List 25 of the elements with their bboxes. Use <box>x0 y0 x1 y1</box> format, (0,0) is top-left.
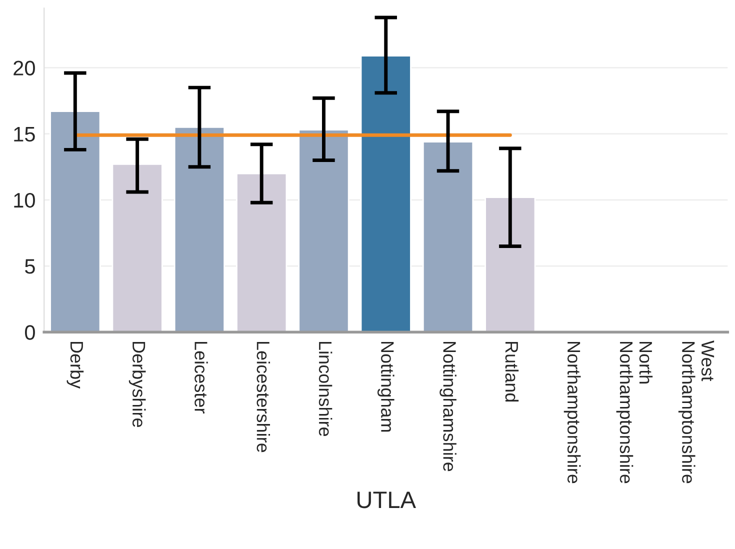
y-tick-label: 5 <box>25 259 35 274</box>
x-tick-label: West Northamptonshire <box>678 340 714 484</box>
x-tick-label: Lincolnshire <box>318 342 332 436</box>
x-tick-label: Nottingham <box>377 342 394 432</box>
bar <box>174 126 226 332</box>
bar <box>360 55 412 332</box>
x-tick-label: Leicester <box>194 342 208 414</box>
x-tick-label: Derbyshire <box>128 342 146 427</box>
x-tick-label: Nottinghamshire <box>440 342 456 472</box>
y-tick-label: 10 <box>14 192 35 208</box>
x-tick-label: Leicestershire <box>256 342 270 452</box>
x-tick-label: Northamptonshire <box>564 342 581 484</box>
x-tick-label: Derby <box>66 342 84 389</box>
y-tick-label: 20 <box>14 60 35 76</box>
y-tick-label: 0 <box>24 325 35 340</box>
bar <box>298 129 350 332</box>
y-tick-label: 15 <box>14 127 35 142</box>
bar <box>484 196 536 332</box>
x-axis-title: UTLA <box>358 492 416 508</box>
bar <box>112 164 163 332</box>
bar <box>236 172 288 332</box>
bar <box>50 110 101 332</box>
bar <box>422 141 474 332</box>
x-tick-label: Rutland <box>505 342 519 402</box>
x-tick-label: North Northamptonshire <box>616 342 653 484</box>
